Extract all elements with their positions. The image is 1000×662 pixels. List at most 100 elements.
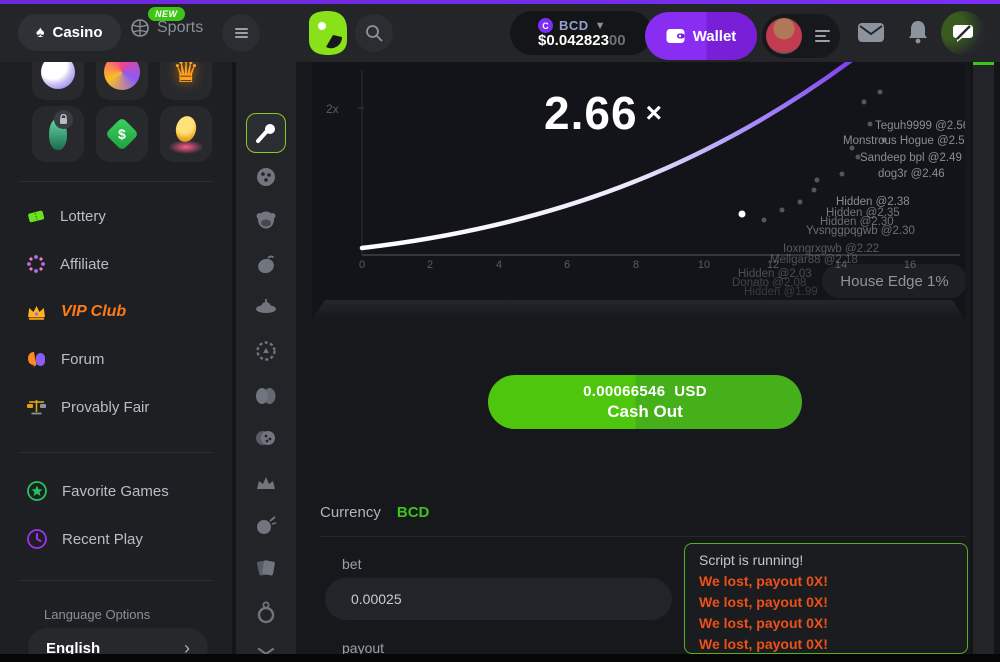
game-tile-wheel[interactable] (96, 62, 148, 100)
top-accent-strip (0, 0, 1000, 4)
wallet-icon (666, 29, 685, 43)
chevron-right-icon: › (184, 637, 190, 655)
player-cashout: Hidden @2.03 (738, 268, 812, 280)
messages-button[interactable] (857, 20, 885, 47)
game-tile-orb[interactable] (32, 62, 84, 100)
rail-wheel-game[interactable] (255, 340, 277, 362)
currency-value[interactable]: BCD (396, 504, 430, 521)
spade-icon: ♠ (36, 23, 45, 41)
x-tick: 2 (426, 259, 434, 271)
rail-coinflip-game[interactable] (254, 427, 278, 449)
casino-tab[interactable]: ♠ Casino (18, 14, 121, 51)
rail-wrecking-ball-game[interactable] (254, 514, 278, 536)
bet-amount-input[interactable] (325, 578, 672, 620)
sidebar: ♛ $ Lottery (0, 62, 232, 654)
rail-more-games[interactable] (257, 647, 275, 654)
notifications-button[interactable] (906, 19, 930, 48)
sidebar-item-lottery[interactable]: Lottery (26, 206, 106, 226)
script-log-line: We lost, payout 0X! (699, 615, 828, 631)
mail-icon (858, 23, 884, 42)
current-multiplier: 2.66 × (544, 87, 663, 139)
player-cashout: Teguh9999 @2.56 (875, 120, 965, 132)
hamburger-icon (234, 26, 248, 40)
sidebar-item-recent-play[interactable]: Recent Play (26, 528, 143, 550)
player-cashout: dog3r @2.46 (878, 168, 945, 180)
sidebar-item-favorite-games[interactable]: Favorite Games (26, 480, 169, 502)
game-tile-coin[interactable] (160, 106, 212, 162)
script-log-line: We lost, payout 0X! (699, 594, 828, 610)
x-tick: 10 (697, 259, 711, 271)
sidebar-item-label: VIP Club (61, 303, 127, 320)
sidebar-item-affiliate[interactable]: Affiliate (26, 254, 109, 274)
profile-area (762, 14, 840, 58)
lock-icon (54, 110, 73, 129)
sidebar-item-forum[interactable]: Forum (26, 349, 104, 369)
currency-row: Currency BCD (320, 504, 429, 521)
game-tile-bonus-tag[interactable]: $ (96, 106, 148, 162)
currency-selector[interactable]: C BCD ▼ $0.04282300 (510, 11, 652, 55)
script-log-line: We lost, payout 0X! (699, 636, 828, 652)
sidebar-item-vip-club[interactable]: VIP Club (26, 302, 126, 322)
scrollbar-thumb (973, 62, 994, 65)
top-bar: ♠ Casino NEW Sports (0, 4, 1000, 62)
x-tick: 8 (632, 259, 640, 271)
basketball-icon (131, 19, 149, 37)
scales-icon (27, 400, 46, 415)
sidebar-item-label: Recent Play (62, 530, 143, 548)
cash-out-button[interactable]: 0.00066546 USD Cash Out (488, 375, 802, 429)
sidebar-divider (18, 452, 214, 453)
page-scrollbar[interactable] (973, 62, 994, 654)
player-cashout: Monstrous Hogue @2.53 (843, 135, 965, 147)
profile-menu-icon[interactable] (815, 27, 830, 45)
rail-crash-game[interactable] (246, 113, 286, 153)
player-cashout: Hidden @2.35 (826, 207, 900, 219)
cash-out-label: Cash Out (607, 401, 683, 421)
dollar-tag-icon: $ (105, 117, 139, 151)
game-rail (236, 62, 296, 654)
x-tick: 14 (834, 259, 848, 271)
player-cashout: Ioxngrxgwb @2.22 (783, 243, 880, 255)
rail-eggs-game[interactable] (254, 384, 278, 406)
user-avatar[interactable] (766, 18, 802, 54)
rail-tower-game[interactable] (254, 471, 278, 493)
sports-tab[interactable]: NEW Sports (130, 7, 204, 38)
player-cashout: Mellgar88 @2.18 (770, 254, 858, 266)
brand-logo[interactable] (308, 10, 348, 56)
y-axis-label: 2x (326, 102, 339, 116)
player-cashout: Sandeep bpl @2.49 (860, 152, 962, 164)
search-button[interactable] (355, 14, 393, 52)
script-log-line: We lost, payout 0X! (699, 573, 828, 589)
wallet-button[interactable]: Wallet (645, 12, 757, 60)
language-select-button[interactable]: English › (28, 628, 208, 654)
rail-dynamite-game[interactable] (255, 600, 277, 624)
bottom-edge-bar (0, 654, 1000, 662)
house-edge-badge: House Edge 1% (822, 264, 965, 298)
sidebar-item-label: Forum (61, 350, 105, 368)
rail-gorilla-game[interactable] (255, 209, 277, 231)
rail-ufo-game[interactable] (254, 296, 278, 318)
sidebar-collapse-button[interactable] (222, 14, 260, 52)
sidebar-item-provably-fair[interactable]: Provably Fair (26, 397, 149, 417)
crash-game-panel: 2x 0 2 4 6 8 10 12 14 16 2.66 × Teguh9999… (296, 62, 970, 654)
currency-code: BCD (559, 18, 589, 33)
sidebar-item-label: Favorite Games (62, 482, 169, 500)
forum-icon (28, 352, 45, 367)
rail-mango-game[interactable] (255, 253, 277, 275)
coin-pedestal-icon (168, 114, 204, 154)
player-cashout: Hidden @1.99 (744, 286, 818, 298)
game-tile-crown[interactable]: ♛ (160, 62, 212, 100)
player-cashout: Yvsnggpqgwb @2.30 (806, 225, 915, 237)
wallet-balance: $0.04282300 (538, 32, 626, 49)
bcd-coin-icon: C (538, 18, 553, 33)
game-tile-rocket[interactable] (32, 106, 84, 162)
rail-cards-game[interactable] (254, 556, 278, 580)
cash-out-amount: 0.00066546 USD (583, 382, 707, 400)
x-tick: 0 (358, 259, 366, 271)
lottery-ticket-icon (28, 210, 45, 223)
x-tick: 12 (766, 259, 780, 271)
vip-crown-icon (28, 306, 45, 320)
sports-tab-label: Sports (157, 19, 204, 36)
rail-bingo-ball-game[interactable] (255, 166, 277, 188)
chat-toggle-button[interactable] (941, 11, 985, 55)
